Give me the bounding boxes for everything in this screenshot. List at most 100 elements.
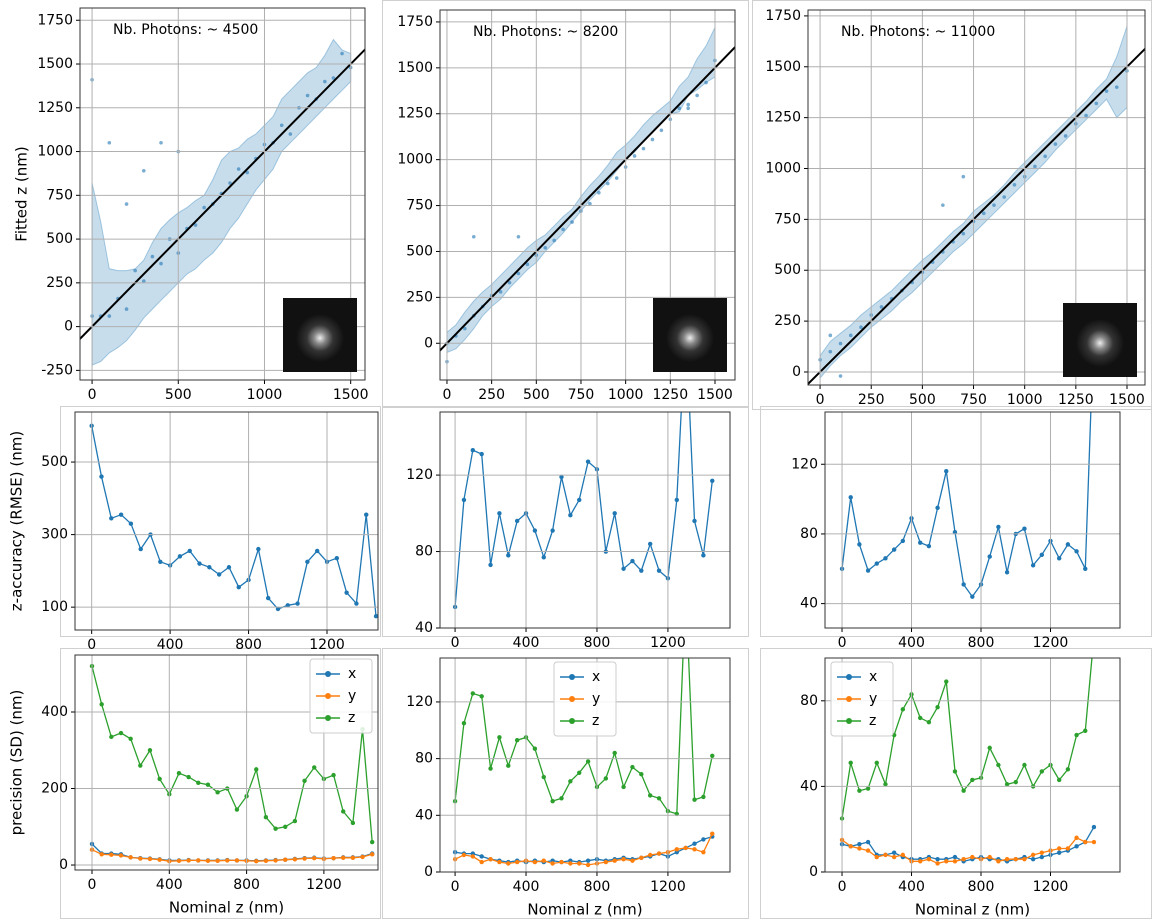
marker [99, 474, 104, 479]
y-tick-label: 0 [64, 319, 73, 335]
marker [285, 603, 290, 608]
marker [532, 746, 538, 751]
data-point [543, 245, 548, 250]
marker [292, 818, 298, 824]
marker [254, 767, 259, 772]
marker [692, 518, 697, 524]
y-tick-label: 0 [424, 864, 433, 880]
y-tick-label: 0 [809, 864, 818, 880]
marker [341, 809, 346, 814]
x-tick-label: 1000 [247, 387, 283, 403]
marker [263, 815, 269, 820]
x-tick-label: 1250 [1058, 392, 1094, 408]
marker [370, 852, 375, 857]
legend-label: z [348, 710, 355, 726]
marker [701, 849, 706, 855]
marker [857, 841, 862, 847]
marker [874, 854, 879, 860]
x-tick-label: 1500 [697, 387, 733, 403]
data-point [1043, 154, 1047, 159]
legend: xyz [830, 661, 894, 737]
marker [99, 852, 104, 857]
data-point [471, 234, 476, 239]
y-tick-label: 0 [792, 364, 801, 380]
axes-frame [807, 9, 1146, 386]
marker [236, 584, 241, 590]
x-tick-label: 800 [235, 637, 262, 653]
marker [541, 555, 546, 560]
marker [305, 559, 310, 565]
x-axis-label: Nominal z (nm) [527, 901, 642, 919]
marker [514, 737, 520, 743]
marker [470, 691, 476, 696]
data-point [641, 146, 646, 151]
data-point [331, 76, 336, 80]
marker [918, 540, 923, 545]
x-tick-label: 1500 [1109, 392, 1145, 408]
data-point [1063, 134, 1068, 138]
marker [1083, 728, 1088, 733]
data-point [981, 211, 986, 216]
data-point [848, 333, 853, 338]
marker [312, 765, 317, 770]
marker [1039, 552, 1045, 558]
marker [1091, 839, 1097, 845]
x-tick-label: 750 [960, 392, 987, 408]
axes-frame [824, 657, 1121, 873]
x-tick-label: 500 [523, 387, 550, 403]
marker [630, 858, 635, 863]
data-point [677, 106, 682, 111]
marker [1065, 542, 1071, 547]
y-tick-label: 1750 [37, 12, 73, 28]
marker [585, 858, 591, 863]
legend-label: x [592, 669, 600, 685]
x-tick-label: 400 [513, 879, 540, 895]
marker [692, 847, 697, 852]
legend-marker [569, 718, 575, 724]
x-tick-label: 400 [898, 635, 925, 651]
marker [273, 858, 278, 863]
legend-box [830, 661, 894, 737]
marker [373, 614, 378, 619]
marker [656, 568, 662, 573]
marker [710, 831, 715, 836]
data-point [159, 261, 163, 266]
marker [996, 762, 1001, 768]
x-tick-label: 0 [451, 635, 460, 651]
marker [865, 786, 871, 791]
legend-label: z [869, 713, 876, 729]
marker [128, 521, 134, 526]
marker [692, 797, 697, 802]
data-point [659, 128, 664, 133]
x-tick-label: 400 [156, 877, 183, 893]
marker [961, 582, 966, 587]
marker [848, 760, 853, 766]
marker [1056, 850, 1062, 855]
marker [312, 855, 317, 861]
legend-label: y [348, 688, 356, 704]
marker [488, 766, 493, 771]
marker [970, 854, 975, 860]
data-point [597, 190, 601, 195]
marker [506, 553, 511, 558]
data-point [150, 254, 155, 259]
marker [559, 796, 564, 801]
data-point [961, 231, 966, 236]
data-point [1033, 164, 1037, 169]
legend-marker [569, 696, 575, 702]
y-tick-label: 80 [800, 693, 818, 709]
data-point [463, 326, 467, 331]
marker [550, 528, 555, 533]
legend-label: x [348, 666, 356, 682]
marker [612, 858, 617, 863]
marker [935, 856, 940, 862]
y-tick-label: 40 [415, 807, 433, 823]
data-point [686, 102, 690, 107]
marker [1074, 844, 1079, 849]
x-tick-label: 500 [909, 392, 936, 408]
marker [621, 784, 626, 790]
marker [1030, 856, 1036, 862]
x-tick-label: 0 [451, 879, 460, 895]
marker [506, 763, 511, 768]
data-point [838, 374, 843, 378]
